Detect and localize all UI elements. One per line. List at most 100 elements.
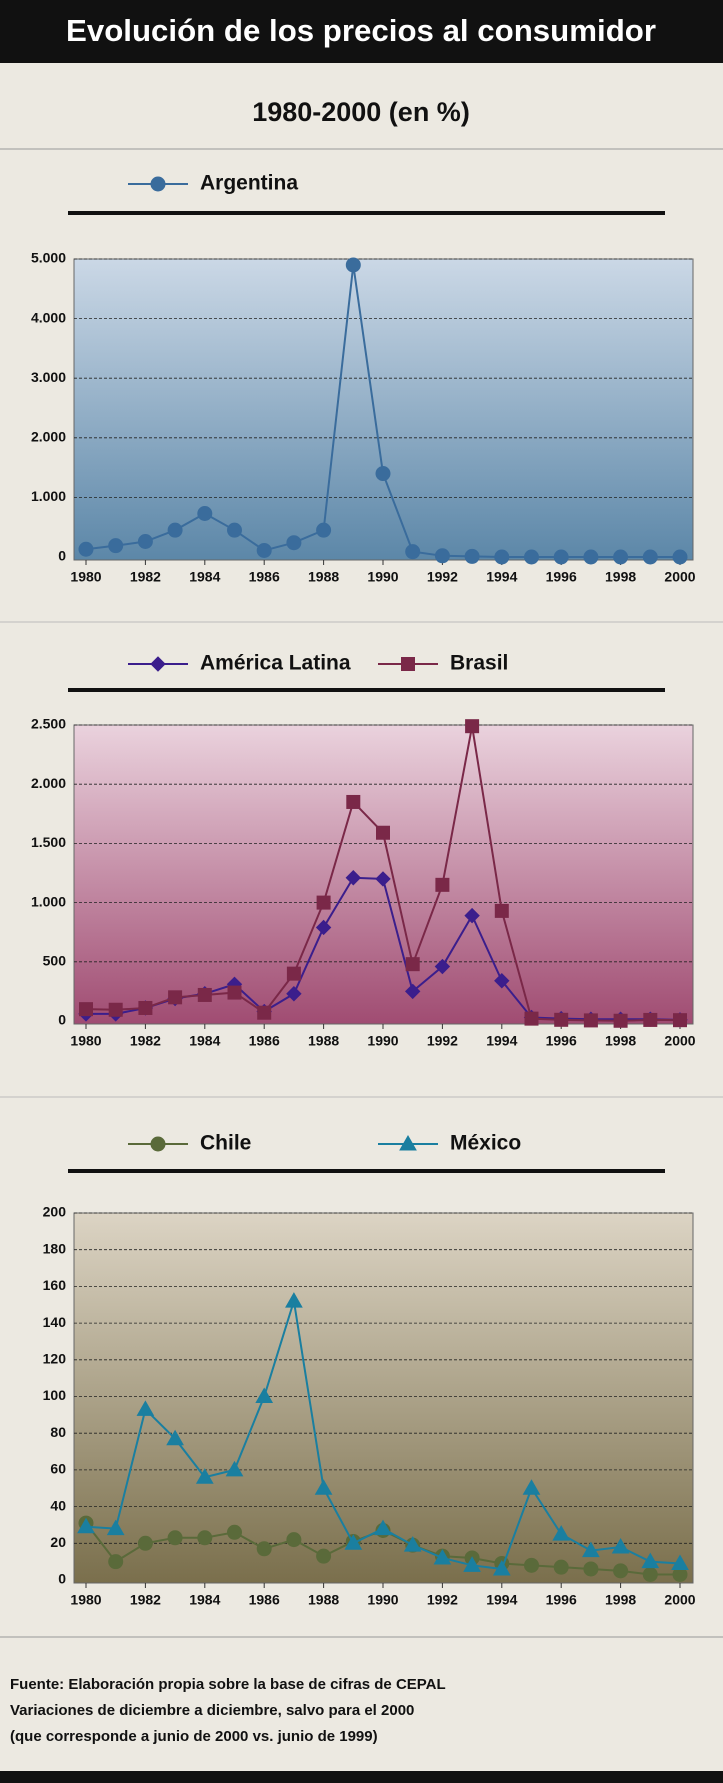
x-tick-label: 1986 [249, 1592, 280, 1608]
marker [316, 522, 332, 538]
note: (que corresponde a junio de 2000 vs. jun… [10, 1728, 378, 1745]
x-tick-label: 1984 [189, 569, 220, 585]
x-tick-label: 1992 [427, 569, 458, 585]
y-tick-label: 40 [50, 1497, 66, 1513]
marker [286, 535, 302, 551]
marker [344, 1534, 363, 1550]
marker [195, 1468, 214, 1484]
x-tick-label: 1996 [546, 1592, 577, 1608]
marker [522, 1479, 541, 1495]
y-tick-label: 1.000 [31, 893, 66, 909]
marker [494, 549, 510, 565]
marker [613, 549, 629, 565]
x-tick-label: 1986 [249, 1033, 280, 1049]
marker [316, 1548, 332, 1564]
marker [524, 1011, 539, 1026]
bottom-bar [0, 1771, 723, 1783]
x-tick-label: 1986 [249, 569, 280, 585]
x-tick-label: 2000 [664, 1592, 695, 1608]
marker [286, 986, 302, 1002]
marker [197, 987, 212, 1002]
title-bar [0, 0, 723, 63]
marker [285, 1292, 303, 1308]
y-tick-label: 2.500 [31, 716, 66, 732]
marker [404, 983, 421, 1000]
x-tick-label: 1984 [189, 1592, 220, 1608]
marker [524, 549, 539, 565]
legend-label: Argentina [200, 172, 298, 195]
marker [197, 1530, 213, 1546]
marker [494, 903, 509, 918]
x-tick-label: 1998 [605, 1592, 636, 1608]
y-tick-label: 4.000 [31, 309, 66, 325]
legend-marker [150, 656, 166, 672]
marker [345, 257, 361, 273]
x-tick-label: 1982 [130, 569, 161, 585]
marker [138, 1000, 153, 1015]
marker [286, 1532, 302, 1548]
marker [108, 1002, 123, 1017]
marker [137, 1535, 153, 1551]
legend-marker [401, 657, 415, 671]
x-tick-label: 1994 [486, 1592, 517, 1608]
plot-area [73, 1212, 694, 1584]
y-tick-label: 60 [50, 1461, 66, 1477]
marker [257, 1005, 272, 1020]
marker [314, 1479, 333, 1495]
marker [433, 1548, 452, 1565]
y-tick-label: 140 [43, 1314, 67, 1330]
x-tick-label: 1992 [427, 1033, 458, 1049]
note: Variaciones de diciembre a diciembre, sa… [10, 1702, 414, 1719]
x-tick-label: 2000 [664, 1033, 695, 1049]
x-tick-label: 1992 [427, 1592, 458, 1608]
y-tick-label: 180 [43, 1240, 67, 1256]
marker [582, 1541, 600, 1558]
marker [137, 534, 153, 550]
x-tick-label: 1988 [308, 569, 339, 585]
legend-label: México [450, 1132, 521, 1155]
marker [286, 966, 301, 981]
marker [613, 1563, 629, 1579]
marker [671, 1554, 689, 1570]
marker [583, 1013, 598, 1028]
legend-label: Brasil [450, 652, 508, 675]
y-tick-label: 160 [43, 1277, 67, 1293]
marker [553, 1559, 569, 1575]
y-tick-label: 1.500 [31, 834, 66, 850]
marker [166, 1429, 184, 1446]
x-tick-label: 2000 [664, 569, 695, 585]
marker [255, 1387, 274, 1403]
x-tick-label: 1994 [486, 1033, 517, 1049]
marker [227, 522, 242, 538]
y-tick-label: 3.000 [31, 369, 66, 385]
marker [524, 1557, 539, 1573]
marker [672, 549, 688, 565]
marker [465, 719, 480, 734]
marker [464, 548, 480, 564]
marker [492, 1559, 511, 1576]
x-tick-label: 1988 [308, 1033, 339, 1049]
marker [345, 870, 362, 886]
x-tick-label: 1980 [70, 569, 101, 585]
marker [168, 990, 183, 1005]
legend-marker [150, 1136, 166, 1152]
marker [108, 1554, 124, 1570]
marker [552, 1525, 571, 1541]
marker [197, 505, 213, 521]
marker [673, 1013, 687, 1028]
y-tick-label: 500 [43, 953, 67, 969]
marker [434, 548, 450, 564]
marker [642, 1566, 658, 1582]
x-tick-label: 1998 [605, 569, 636, 585]
legend-marker [150, 176, 166, 192]
title: Evolución de los precios al consumidor [66, 13, 656, 48]
marker [167, 1530, 183, 1546]
marker [256, 542, 272, 558]
marker [434, 958, 451, 975]
marker [346, 794, 361, 809]
x-tick-label: 1996 [546, 569, 577, 585]
x-tick-label: 1980 [70, 1592, 101, 1608]
marker [375, 871, 391, 887]
y-tick-label: 80 [50, 1424, 66, 1440]
y-tick-label: 100 [43, 1387, 67, 1403]
